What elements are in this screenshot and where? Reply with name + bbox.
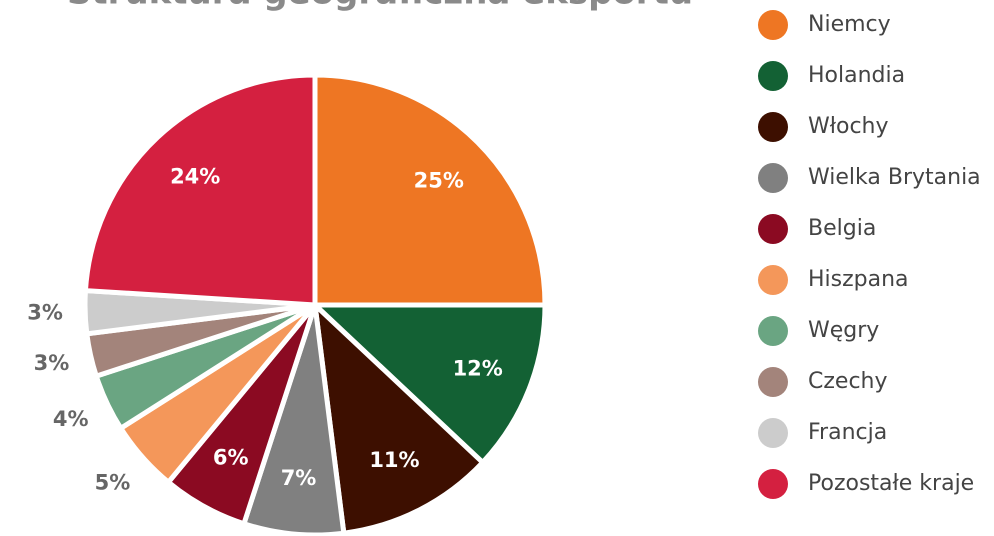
- slice-label: 3%: [27, 300, 63, 324]
- pie-slice: [308, 302, 548, 466]
- legend-swatch: [758, 367, 788, 397]
- legend-swatch: [758, 163, 788, 193]
- slice-label: 11%: [369, 448, 419, 472]
- legend-label: Włochy: [808, 114, 889, 139]
- legend-label: Pozostałe kraje: [808, 471, 974, 496]
- pie-slice: [311, 298, 487, 536]
- legend-label: Francja: [808, 420, 887, 445]
- legend-label: Węgry: [808, 318, 879, 343]
- slice-label: 5%: [95, 471, 131, 495]
- legend-label: Belgia: [808, 216, 876, 241]
- legend-label: Niemcy: [808, 12, 891, 37]
- slice-label: 7%: [281, 466, 317, 490]
- chart-title: Struktura geograficzna eksportu: [67, 0, 693, 13]
- legend-label: Wielka Brytania: [808, 165, 981, 190]
- legend-swatch: [758, 10, 788, 40]
- slice-label: 12%: [453, 356, 503, 380]
- legend-swatch: [758, 265, 788, 295]
- legend-swatch: [758, 418, 788, 448]
- pie-slice: [312, 72, 548, 308]
- legend-swatch: [758, 316, 788, 346]
- slice-label: 4%: [53, 407, 89, 431]
- slice-label: 3%: [34, 351, 70, 375]
- legend-swatch: [758, 214, 788, 244]
- legend-label: Hiszpana: [808, 267, 909, 292]
- legend-swatch: [758, 112, 788, 142]
- legend-swatch: [758, 469, 788, 499]
- slice-label: 24%: [170, 164, 220, 188]
- slice-label: 25%: [414, 168, 464, 192]
- legend-label: Holandia: [808, 63, 905, 88]
- legend-swatch: [758, 61, 788, 91]
- slice-label: 6%: [213, 445, 249, 469]
- legend-label: Czechy: [808, 369, 888, 394]
- pie-slice: [82, 72, 318, 308]
